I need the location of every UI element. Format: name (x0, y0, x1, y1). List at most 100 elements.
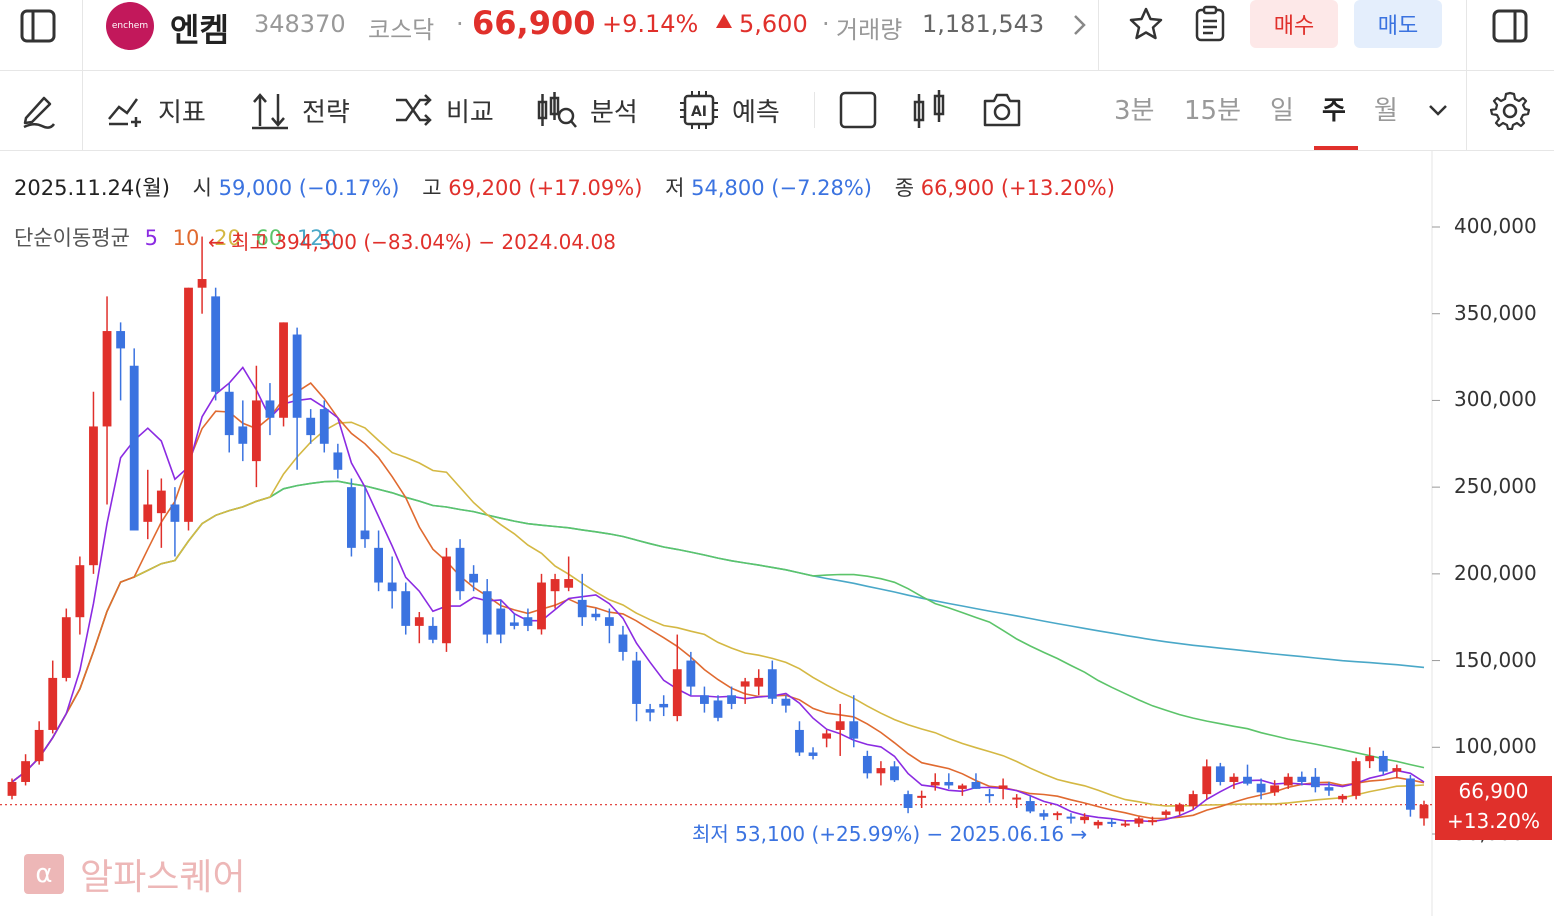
chevron-down-icon[interactable] (1424, 96, 1452, 124)
y-tick-label: 150,000 (1454, 647, 1537, 672)
y-tick-label: 400,000 (1454, 214, 1537, 238)
high-value: 69,200 (+17.09%) (448, 176, 643, 200)
candle-body (1134, 818, 1144, 824)
header-divider (1466, 0, 1467, 70)
active-period-underline (1314, 146, 1358, 150)
ma5-line (11, 366, 1425, 823)
current-price: 66,900 (472, 4, 596, 42)
period-day[interactable]: 일 (1270, 96, 1294, 126)
candle-body (1107, 821, 1117, 824)
candle-body (754, 677, 764, 687)
y-tick-label: 100,000 (1454, 734, 1537, 759)
candle-body (116, 331, 126, 349)
candle-body (1161, 811, 1171, 815)
candle-body (102, 331, 112, 427)
candle-body (971, 781, 981, 789)
candle-body (129, 365, 139, 531)
candle-body (659, 703, 669, 708)
stock-name[interactable]: 엔켐 (170, 11, 229, 49)
strategy-icon (252, 93, 288, 130)
candle-body (890, 766, 899, 781)
candle-body (1378, 755, 1388, 772)
candle-body (496, 608, 506, 635)
period-week[interactable]: 주 (1322, 96, 1346, 126)
open-label: 시 (192, 176, 212, 200)
ai-icon: AI (680, 91, 718, 129)
candle-body (1215, 766, 1225, 782)
candle-body (672, 669, 682, 717)
candle-body (333, 452, 343, 470)
candle-body (442, 556, 451, 644)
chevron-right-icon[interactable] (1066, 8, 1092, 42)
candle-body (727, 695, 736, 704)
candle-body (347, 487, 356, 548)
buy-button[interactable]: 매수 (1250, 0, 1338, 48)
candle-body (604, 617, 614, 626)
candle-body (428, 625, 438, 640)
tool-label: 분석 (590, 97, 638, 128)
clipboard-icon[interactable] (1190, 4, 1230, 44)
candle-body (917, 795, 927, 798)
candle-body (645, 709, 655, 713)
candle-body (414, 617, 424, 626)
tool-label: 지표 (158, 97, 206, 128)
indicator-icon (108, 98, 141, 127)
candle-body (1243, 776, 1252, 784)
tool-strategy[interactable]: 전략 (250, 90, 350, 130)
candle-body (1310, 776, 1320, 788)
candle-body (700, 695, 709, 704)
candle-body (591, 613, 601, 618)
ma20-line (11, 421, 1425, 807)
gear-icon[interactable] (1488, 88, 1532, 132)
candle-body (265, 400, 275, 418)
change-rate: +9.14% (602, 10, 699, 38)
candle-body (686, 660, 696, 687)
tool-compare[interactable]: 비교 (394, 90, 494, 130)
header-divider (82, 0, 83, 70)
candle-body (184, 287, 193, 522)
pen-icon[interactable] (16, 88, 60, 132)
candle-body (985, 794, 994, 797)
period-3min[interactable]: 3분 (1114, 96, 1155, 126)
candle-body (34, 729, 44, 762)
candle-body (1066, 816, 1076, 819)
candle-body (564, 579, 574, 588)
candle-body (374, 547, 383, 583)
ohlc-date: 2025.11.24(월) (14, 176, 170, 200)
candle-body (537, 582, 546, 630)
star-icon[interactable] (1126, 4, 1166, 44)
candle-body (1120, 823, 1130, 826)
tool-analysis[interactable]: 분석 (536, 90, 638, 130)
sidebar-left-icon[interactable] (18, 6, 58, 46)
candle-body (401, 591, 411, 626)
candle-body (251, 400, 261, 462)
candle-body (767, 669, 777, 699)
candle-body (1148, 820, 1157, 823)
period-month[interactable]: 월 (1374, 96, 1398, 126)
square-icon[interactable] (836, 88, 880, 132)
tool-ai-predict[interactable]: AI 예측 (678, 90, 780, 130)
candle-body (1053, 813, 1062, 816)
candlestick-chart[interactable] (0, 150, 1554, 916)
toolbar-divider (82, 70, 83, 150)
close-value: 66,900 (+13.20%) (920, 176, 1115, 200)
candle-body (849, 721, 859, 739)
candle-body (1093, 821, 1103, 826)
candle-body (1324, 787, 1334, 791)
ma-legend[interactable]: 단순이동평균 5 10 20 60 120 (14, 222, 337, 252)
sidebar-right-icon[interactable] (1490, 6, 1530, 46)
company-logo: enchem (106, 2, 154, 50)
close-label: 종 (894, 176, 915, 200)
candle-body (455, 547, 465, 592)
low-label: 저 (665, 176, 685, 200)
candle-body (197, 279, 207, 288)
candlestick-icon[interactable] (908, 86, 952, 134)
candle-body (21, 761, 30, 782)
sell-button[interactable]: 매도 (1354, 0, 1442, 48)
y-tick-label: 250,000 (1454, 474, 1537, 499)
period-15min[interactable]: 15분 (1184, 96, 1242, 126)
tool-indicator[interactable]: 지표 (106, 90, 206, 130)
candle-body (360, 530, 370, 540)
camera-icon[interactable] (980, 88, 1024, 132)
ma120-line (11, 480, 1425, 783)
